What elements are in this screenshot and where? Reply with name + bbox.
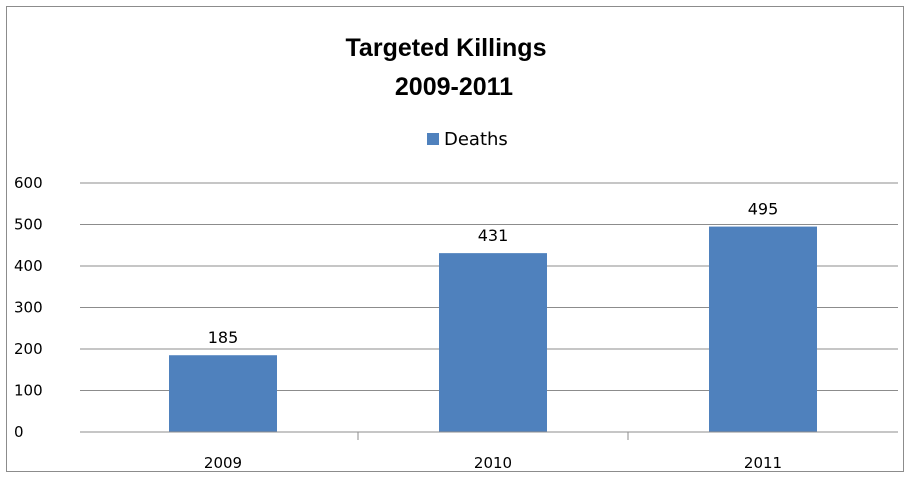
y-tick-label-200: 200 (14, 340, 43, 358)
y-tick-label-100: 100 (14, 382, 43, 400)
chart-title-line-2: 2009-2011 (395, 73, 513, 101)
y-tick-label-400: 400 (14, 257, 43, 275)
x-tick-label-2011: 2011 (744, 454, 782, 472)
y-tick-label-600: 600 (14, 174, 43, 192)
legend-label-deaths: Deaths (444, 129, 508, 150)
data-label-2010: 431 (478, 226, 509, 245)
bar-2011 (709, 226, 817, 432)
data-label-2011: 495 (748, 200, 779, 219)
chart-title-line-1: Targeted Killings (346, 34, 547, 62)
bar-2009 (169, 355, 277, 432)
x-tick-label-2010: 2010 (474, 454, 512, 472)
y-tick-label-300: 300 (14, 299, 43, 317)
x-tick-label-2009: 2009 (204, 454, 242, 472)
bar-2010 (439, 253, 547, 432)
y-tick-label-0: 0 (14, 423, 24, 441)
legend-swatch-deaths (427, 133, 439, 145)
y-tick-label-500: 500 (14, 216, 43, 234)
data-label-2009: 185 (208, 328, 239, 347)
